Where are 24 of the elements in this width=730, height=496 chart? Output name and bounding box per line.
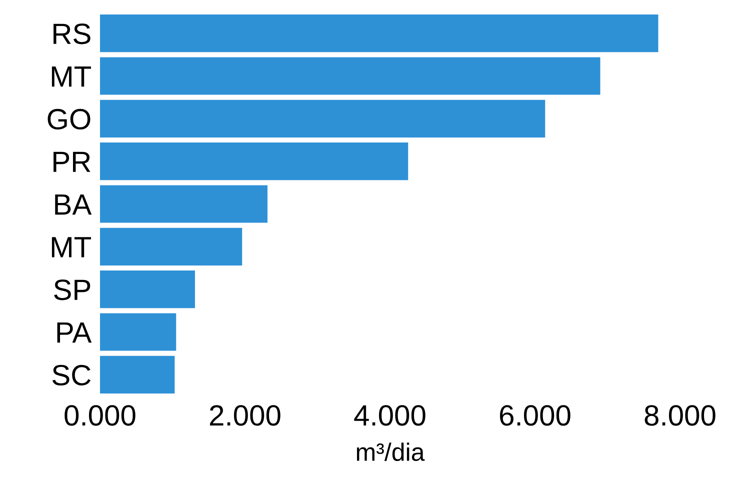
x-tick-label: 0.000 [64, 405, 136, 426]
x-tick-label: 8.000 [644, 405, 716, 426]
bar [100, 228, 242, 266]
y-tick-label: PR [54, 152, 90, 172]
y-tick-label: SP [54, 280, 90, 300]
y-tick-label: MT [52, 237, 91, 258]
y-tick-label: BA [55, 194, 92, 215]
bar [100, 57, 600, 95]
y-tick-label: SC [52, 364, 91, 386]
y-tick-label: PA [57, 322, 92, 343]
x-tick-label: 4.000 [354, 405, 426, 426]
bar [100, 270, 195, 308]
bar [100, 185, 268, 223]
bar [100, 142, 408, 180]
y-tick-label: RS [54, 24, 90, 44]
bar [100, 14, 658, 52]
bar [100, 313, 176, 351]
y-tick-label: GO [48, 108, 90, 130]
y-tick-label: MT [52, 66, 91, 87]
x-tick-label: 2.000 [210, 405, 280, 426]
bar [100, 356, 175, 394]
bar [100, 100, 546, 138]
x-tick-label: 6.000 [500, 405, 570, 426]
x-axis-title: m³/dia [356, 442, 425, 461]
